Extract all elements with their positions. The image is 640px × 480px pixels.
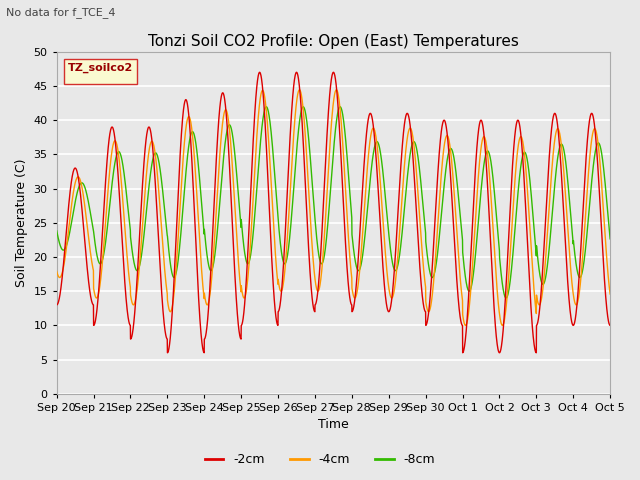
Y-axis label: Soil Temperature (C): Soil Temperature (C) (15, 158, 28, 287)
Text: No data for f_TCE_4: No data for f_TCE_4 (6, 7, 116, 18)
Legend:  (63, 59, 137, 84)
Title: Tonzi Soil CO2 Profile: Open (East) Temperatures: Tonzi Soil CO2 Profile: Open (East) Temp… (148, 34, 519, 49)
X-axis label: Time: Time (318, 419, 349, 432)
Legend: -2cm, -4cm, -8cm: -2cm, -4cm, -8cm (200, 448, 440, 471)
